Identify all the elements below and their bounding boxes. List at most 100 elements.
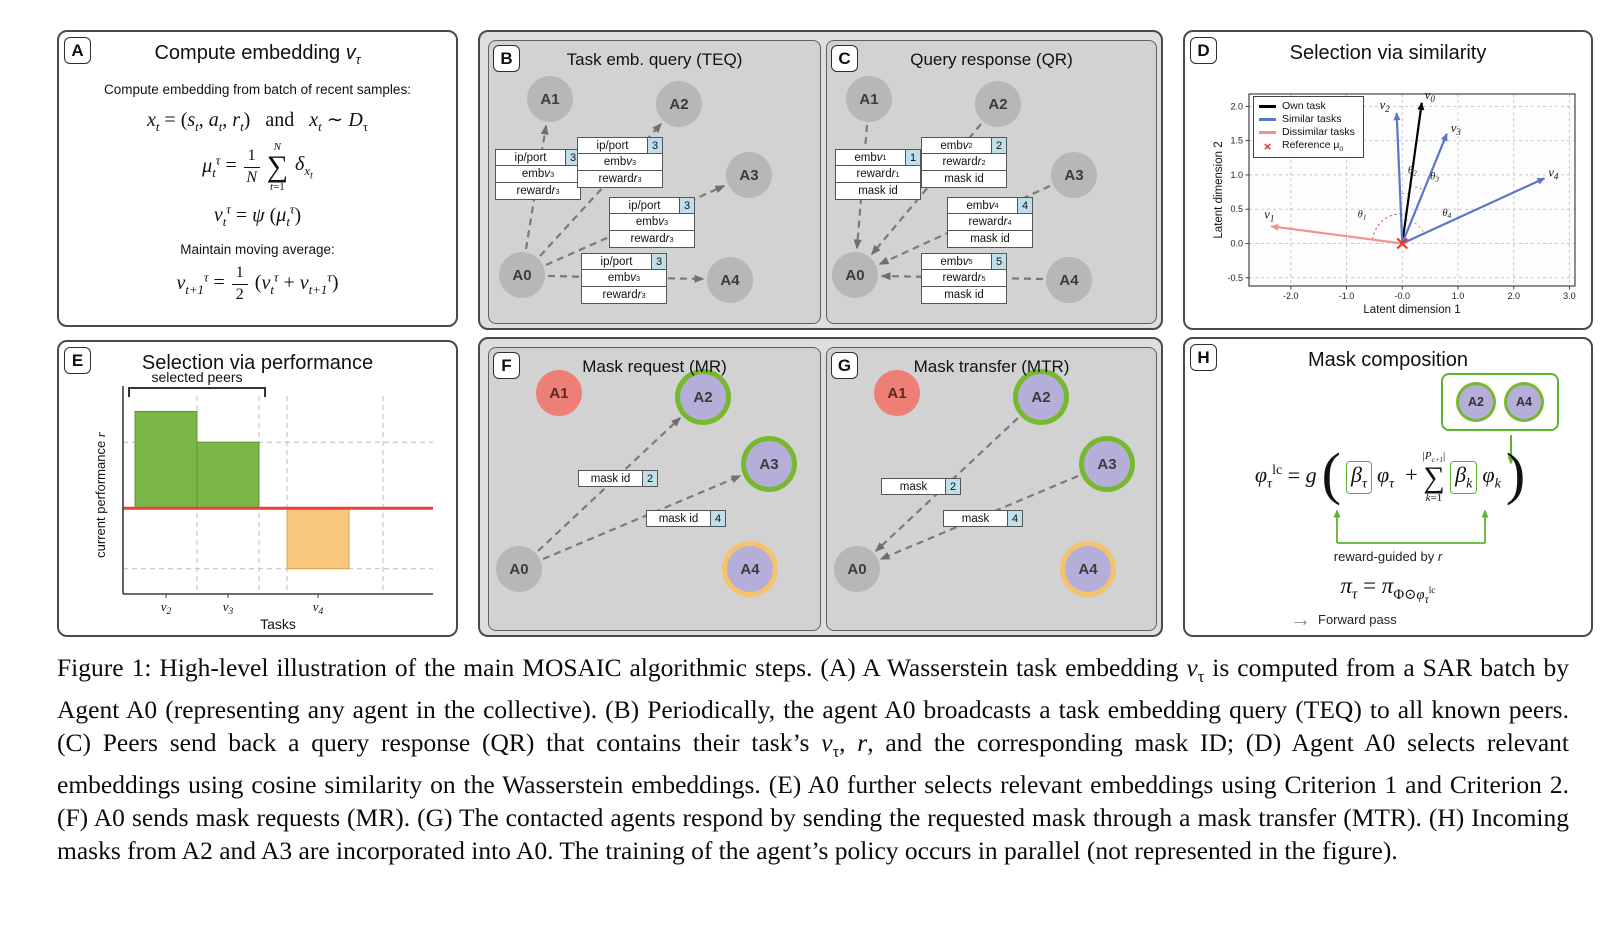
message-text: mask id <box>590 472 631 485</box>
agent-node-a0: A0 <box>832 252 878 298</box>
svg-text:2.0: 2.0 <box>1507 291 1520 301</box>
agent-node-a0: A0 <box>496 546 542 592</box>
beta-k-box: βk <box>1450 461 1478 494</box>
qr-message-box: emb v 4 4 reward r 4 mask id <box>947 197 1033 248</box>
x-tick-labels: v2 v3 v4 <box>161 594 324 617</box>
message-text: mask id <box>944 173 984 185</box>
bar-v3 <box>196 441 260 509</box>
agent-node-a1: A1 <box>846 76 892 122</box>
legend-label: Dissimilar tasks <box>1282 126 1355 138</box>
message-text: mask <box>899 480 928 493</box>
message-text: ip/port <box>600 255 633 268</box>
svg-text:v3: v3 <box>223 599 234 617</box>
svg-text:-1.0: -1.0 <box>1339 291 1355 301</box>
mask-transfer-box: mask 4 <box>943 510 1023 527</box>
agent-node-a4: A4 <box>1065 546 1111 592</box>
vector-v3 <box>1401 132 1448 244</box>
panel-g-title: Mask transfer (MTR) <box>913 357 1070 376</box>
message-row: mask id 2 <box>578 470 658 487</box>
agent-node-a2: A2 <box>656 81 702 127</box>
figure-caption: Figure 1: High-level illustration of the… <box>57 653 1569 866</box>
message-id-badge: 2 <box>945 479 960 494</box>
agent-node-a0: A0 <box>499 252 545 298</box>
message-row: mask 2 <box>881 478 961 495</box>
message-text: mask id <box>944 289 984 301</box>
message-id-badge: 2 <box>642 471 657 486</box>
qr-message-box: emb v 2 2 reward r 2 mask id <box>921 137 1007 188</box>
svg-text:0.5: 0.5 <box>1230 204 1243 214</box>
mask-node-a4: A4 <box>1507 385 1541 419</box>
panel-label-d: D <box>1190 37 1217 64</box>
equation-lhs: φτlc = g <box>1254 462 1317 492</box>
panel-group-bc: B Task emb. query (TEQ) A1 A2 A3 A0 A4 i… <box>478 30 1163 330</box>
bar-v4 <box>286 507 350 570</box>
message-row: mask id <box>835 183 921 200</box>
message-text: mask id <box>970 233 1010 245</box>
panel-label-a: A <box>64 37 91 64</box>
open-paren: ( <box>1321 441 1341 507</box>
legend-label: Own task <box>1282 100 1326 112</box>
y-axis-label: Latent dimension 2 <box>1213 141 1225 238</box>
svg-text:θ4: θ4 <box>1442 208 1451 220</box>
svg-text:1.5: 1.5 <box>1230 136 1243 146</box>
vector-v2 <box>1393 112 1404 244</box>
selected-peers-bracket <box>128 387 266 397</box>
forward-pass-label: Forward pass <box>1318 612 1397 627</box>
svg-text:-2.0: -2.0 <box>1283 291 1299 301</box>
panel-f-title: Mask request (MR) <box>582 357 727 376</box>
fraction-one-over-n: 1 N <box>243 147 260 187</box>
agent-node-a1: A1 <box>536 370 582 416</box>
panel-a-content: Compute embedding from batch of recent s… <box>69 70 446 304</box>
forward-pass-legend: → Forward pass <box>1290 609 1397 630</box>
message-row: mask id <box>947 231 1033 248</box>
agent-node-a1: A1 <box>874 370 920 416</box>
message-id-badge: 3 <box>651 254 666 269</box>
vector-label-v3: v3 <box>1451 121 1462 137</box>
qr-message-box: emb v 1 1 reward r 1 mask id <box>835 149 921 200</box>
message-id-badge: 5 <box>991 254 1006 269</box>
panel-e-title: Selection via performance <box>141 352 374 374</box>
mask-request-box: mask id 2 <box>578 470 658 487</box>
panel-d-selection-similarity: D Selection via similarity -2.0 -1.0 -0.0 1… <box>1183 30 1593 330</box>
performance-plot: v2 v3 v4 Tasks current performance r selected… <box>93 369 433 632</box>
agent-node-a3: A3 <box>1084 441 1130 487</box>
vector-label-v2: v2 <box>1380 98 1391 114</box>
phi-tau-term: φτ + <box>1377 462 1418 492</box>
panel-label-c: C <box>831 45 858 72</box>
svg-text:v4: v4 <box>313 599 324 617</box>
panel-c-title: Query response (QR) <box>910 50 1073 69</box>
task-vectors: v0 v2 v3 v4 v1 <box>1264 88 1559 245</box>
mask-node-a2: A2 <box>1459 385 1493 419</box>
plot-frame <box>1248 93 1576 287</box>
forward-pass-arrow-icon: → <box>1290 608 1311 631</box>
bar-v2 <box>134 410 198 509</box>
svg-text:θ3: θ3 <box>1430 172 1439 184</box>
message-id-badge: 3 <box>565 150 580 165</box>
summation-symbol: N ∑ t=1 <box>266 141 289 193</box>
vector-v0 <box>1401 101 1425 244</box>
panel-b-title: Task emb. query (TEQ) <box>566 50 743 69</box>
moving-average-text: Maintain moving average: <box>180 242 335 258</box>
svg-text:θ2: θ2 <box>1408 166 1417 178</box>
message-row: mask id <box>921 287 1007 304</box>
svg-text:-0.0: -0.0 <box>1394 291 1410 301</box>
